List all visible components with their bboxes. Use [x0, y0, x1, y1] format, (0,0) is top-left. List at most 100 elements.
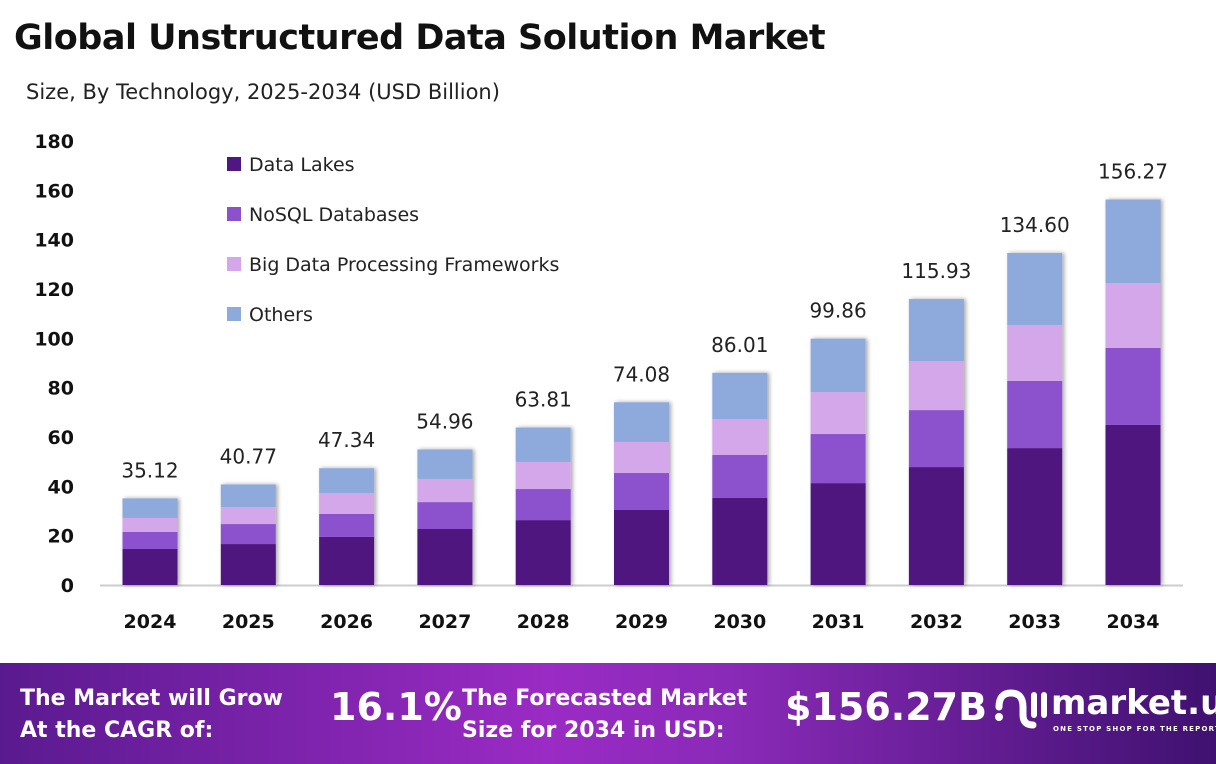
bar-segment — [122, 517, 178, 532]
x-tick-label: 2028 — [517, 611, 570, 633]
logo-mark-icon — [995, 689, 1047, 729]
bar-segment — [220, 524, 276, 545]
bar-segment — [1007, 252, 1063, 326]
bar-stack — [319, 468, 375, 585]
bar-segment — [1105, 283, 1161, 348]
bar-stack — [1105, 199, 1161, 585]
bar-segment — [614, 402, 669, 442]
y-tick-label: 180 — [34, 131, 74, 153]
bar-segment — [1007, 448, 1063, 585]
forecast-label-line2: Size for 2034 in USD: — [462, 718, 725, 743]
forecast-value: $156.27B — [785, 685, 988, 729]
x-tick-label: 2031 — [812, 611, 865, 633]
bar-segment — [220, 544, 276, 585]
data-label: 115.93 — [901, 259, 971, 283]
bar-stack — [122, 498, 178, 585]
legend-swatch — [227, 257, 241, 271]
x-tick-label: 2029 — [615, 611, 668, 633]
bar-segment — [908, 361, 964, 411]
bar-segment — [614, 441, 669, 474]
y-tick-label: 60 — [48, 427, 74, 449]
x-tick-label: 2026 — [320, 611, 373, 633]
data-label: 134.60 — [1000, 213, 1070, 237]
bar-segment — [1105, 347, 1161, 425]
y-tick-label: 0 — [61, 575, 74, 597]
y-tick-label: 80 — [48, 378, 74, 400]
data-label: 47.34 — [318, 428, 375, 452]
bar-segment — [1007, 325, 1063, 382]
y-tick-label: 40 — [48, 476, 74, 498]
bar-stack — [1007, 252, 1063, 585]
bar-segment — [712, 372, 768, 419]
bar-segment — [1007, 381, 1063, 449]
y-tick-label: 120 — [34, 279, 74, 301]
logo-name: market.us — [1051, 683, 1216, 723]
legend-swatch — [227, 207, 241, 221]
market-us-logo[interactable]: market.us ONE STOP SHOP FOR THE REPORTS — [993, 683, 1216, 735]
data-label: 74.08 — [613, 362, 670, 386]
bar-segment — [417, 502, 473, 530]
bar-segment — [515, 520, 571, 585]
bar-stack — [614, 402, 669, 585]
bar-stack — [712, 372, 768, 585]
legend-label: NoSQL Databases — [249, 204, 419, 226]
bar-segment — [122, 498, 178, 518]
chart-title: Global Unstructured Data Solution Market — [14, 18, 826, 58]
bar-segment — [810, 338, 866, 393]
legend-swatch — [227, 307, 241, 321]
bar-segment — [908, 467, 964, 585]
y-tick-label: 160 — [34, 180, 74, 202]
logo-tagline: ONE STOP SHOP FOR THE REPORTS — [1053, 725, 1216, 733]
x-tick-label: 2032 — [910, 611, 963, 633]
bar-segment — [220, 507, 276, 525]
forecast-label-line1: The Forecasted Market — [462, 686, 748, 711]
bar-segment — [319, 513, 375, 537]
bar-segment — [614, 510, 669, 585]
x-tick-label: 2034 — [1107, 611, 1160, 633]
forecast-label: The Forecasted Market Size for 2034 in US… — [462, 683, 747, 747]
y-tick-label: 140 — [34, 230, 74, 252]
bar-stack — [515, 427, 571, 585]
bar-segment — [712, 455, 768, 498]
bar-segment — [122, 548, 178, 585]
footer-banner: The Market will Grow At the CAGR of: 16.1… — [0, 663, 1216, 764]
x-tick-label: 2024 — [124, 611, 177, 633]
bar-segment — [515, 489, 571, 521]
legend-label: Big Data Processing Frameworks — [249, 254, 559, 276]
bar-segment — [1105, 424, 1161, 585]
bar-segment — [220, 484, 276, 508]
cagr-value: 16.1% — [330, 685, 462, 729]
bar-segment — [515, 427, 571, 462]
x-tick-label: 2030 — [713, 611, 766, 633]
stacked-bar-chart: 0 20 40 60 80 100 120 140 160 180 35.12 2024 40.77 20… — [34, 131, 1183, 633]
bar-segment — [319, 492, 375, 514]
bar-segment — [417, 529, 473, 585]
bar-segment — [810, 392, 866, 435]
data-label: 40.77 — [220, 444, 277, 468]
data-label: 35.12 — [121, 458, 178, 482]
bar-segment — [319, 468, 375, 493]
bar-segment — [417, 478, 473, 503]
bar-stack — [908, 299, 964, 585]
data-label: 54.96 — [416, 409, 473, 433]
bar-segment — [417, 449, 473, 479]
bar-segment — [712, 497, 768, 585]
x-tick-label: 2033 — [1008, 611, 1061, 633]
bar-stack — [220, 484, 276, 585]
cagr-label: The Market will Grow At the CAGR of: — [20, 683, 283, 747]
bar-segment — [614, 473, 669, 511]
y-tick-label: 100 — [34, 328, 74, 350]
data-label: 156.27 — [1098, 160, 1168, 184]
bar-segment — [122, 531, 178, 549]
legend-label: Others — [249, 304, 313, 326]
cagr-label-line1: The Market will Grow — [20, 686, 283, 711]
bar-stack — [417, 449, 473, 585]
legend-label: Data Lakes — [249, 154, 355, 176]
data-label: 86.01 — [711, 333, 768, 357]
bar-segment — [810, 434, 866, 484]
bar-segment — [319, 536, 375, 585]
data-label: 99.86 — [809, 299, 866, 323]
bar-segment — [1105, 199, 1161, 284]
chart-subtitle: Size, By Technology, 2025-2034 (USD Bill… — [26, 80, 500, 104]
bar-segment — [908, 410, 964, 468]
